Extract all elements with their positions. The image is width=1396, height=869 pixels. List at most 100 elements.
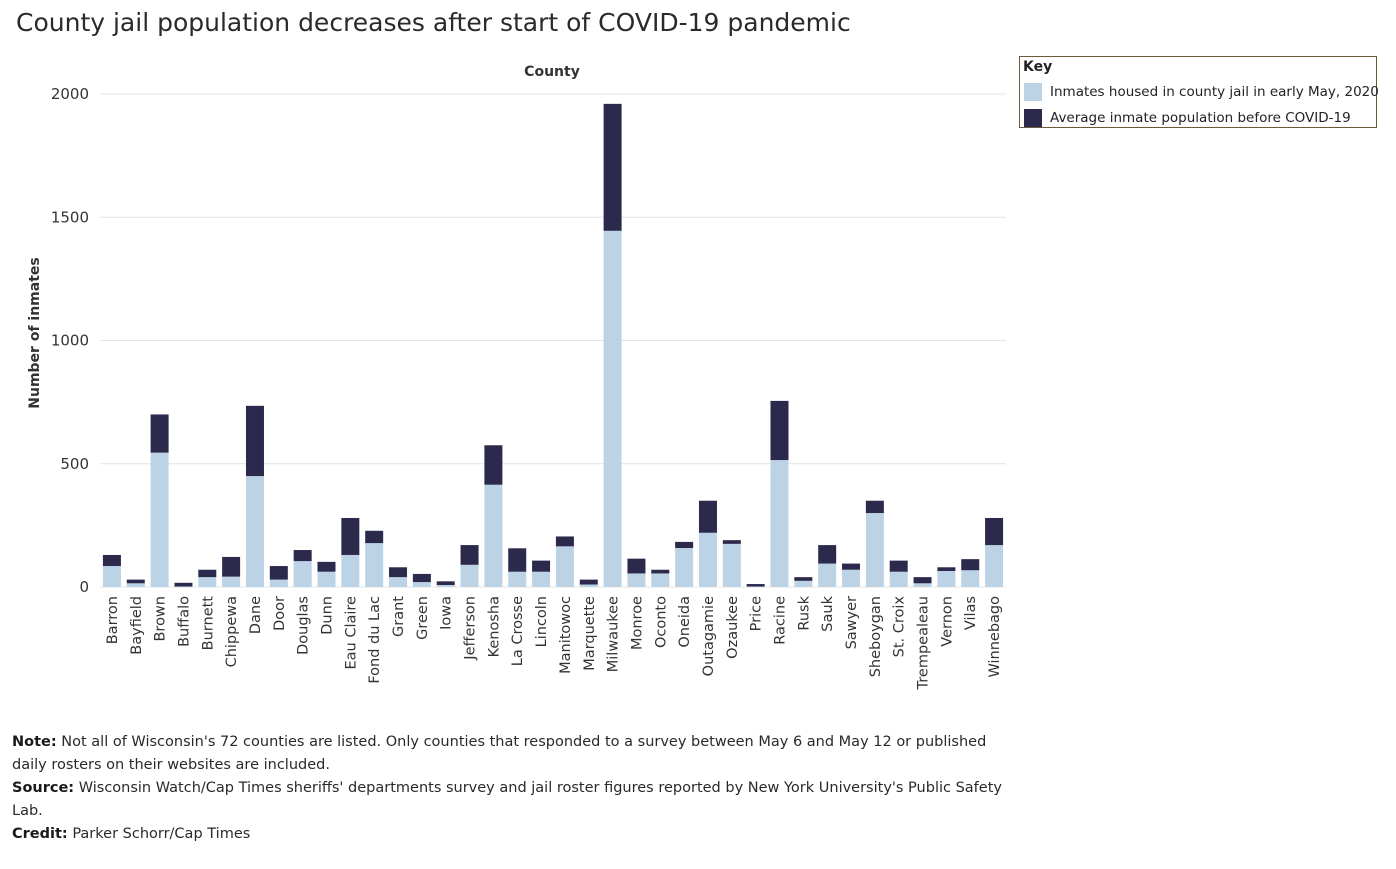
bar-may-2020-eau-claire <box>341 554 360 587</box>
x-tick-label-burnett: Burnett <box>200 596 216 651</box>
bar-pre-covid-manitowoc <box>555 536 574 547</box>
bar-may-2020-oconto <box>651 573 670 587</box>
bar-pre-covid-jefferson <box>460 545 479 565</box>
bar-pre-covid-bayfield <box>126 579 145 584</box>
bar-may-2020-fond-du-lac <box>365 543 384 587</box>
legend-title: Key <box>1023 59 1053 75</box>
legend-label-pre-covid: Average inmate population before COVID-1… <box>1050 110 1351 126</box>
bar-pre-covid-eau-claire <box>341 517 360 555</box>
credit-label: Credit: <box>12 826 68 842</box>
bar-pre-covid-winnebago <box>985 517 1004 546</box>
x-tick-label-monroe: Monroe <box>629 596 645 650</box>
x-tick-label-dane: Dane <box>248 596 264 634</box>
bar-may-2020-dunn <box>317 571 336 587</box>
bar-may-2020-la-crosse <box>508 571 527 587</box>
bar-pre-covid-vilas <box>961 559 980 571</box>
bar-may-2020-trempealeau <box>913 583 932 587</box>
bar-pre-covid-sheboygan <box>865 500 884 514</box>
bar-may-2020-barron <box>102 566 121 587</box>
bar-may-2020-winnebago <box>985 545 1004 587</box>
x-tick-label-chippewa: Chippewa <box>224 596 240 667</box>
x-tick-label-jefferson: Jefferson <box>463 596 479 661</box>
x-tick-label-sheboygan: Sheboygan <box>868 596 884 677</box>
bar-may-2020-monroe <box>627 573 646 587</box>
bar-pre-covid-grant <box>389 567 408 578</box>
bar-may-2020-green <box>412 582 431 587</box>
source-text: Wisconsin Watch/Cap Times sheriffs' depa… <box>12 780 1002 819</box>
x-tick-label-milwaukee: Milwaukee <box>606 596 622 672</box>
note-label: Note: <box>12 734 57 750</box>
x-tick-label-la-crosse: La Crosse <box>510 596 526 666</box>
bar-pre-covid-sawyer <box>842 563 861 570</box>
bar-pre-covid-milwaukee <box>603 103 622 231</box>
bar-may-2020-bayfield <box>126 583 145 587</box>
x-tick-label-marquette: Marquette <box>582 596 598 671</box>
bar-may-2020-sawyer <box>842 569 861 587</box>
legend-item-may-2020: Inmates housed in county jail in early M… <box>1024 81 1379 103</box>
bar-may-2020-vernon <box>937 570 956 587</box>
bar-may-2020-sheboygan <box>865 513 884 587</box>
x-tick-label-racine: Racine <box>773 596 789 645</box>
bar-pre-covid-dane <box>245 405 264 477</box>
x-tick-label-price: Price <box>749 596 765 631</box>
bar-may-2020-sauk <box>818 563 837 587</box>
x-tick-label-vernon: Vernon <box>939 596 955 647</box>
bar-may-2020-marquette <box>579 584 598 587</box>
bar-may-2020-douglas <box>293 561 312 587</box>
x-tick-label-kenosha: Kenosha <box>486 596 502 657</box>
bar-pre-covid-fond-du-lac <box>365 530 384 544</box>
bar-may-2020-ozaukee <box>722 543 741 587</box>
bar-pre-covid-douglas <box>293 550 312 562</box>
bar-pre-covid-outagamie <box>698 500 717 533</box>
bar-pre-covid-oneida <box>675 541 694 549</box>
y-tick-label-1000: 1000 <box>51 332 89 350</box>
note-text: Not all of Wisconsin's 72 counties are l… <box>12 734 987 773</box>
y-tick-label-2000: 2000 <box>51 85 89 103</box>
x-tick-label-bayfield: Bayfield <box>129 596 145 655</box>
y-axis-title: Number of inmates <box>27 257 43 408</box>
y-tick-label-0: 0 <box>79 578 89 596</box>
x-tick-label-lincoln: Lincoln <box>534 596 550 647</box>
x-tick-label-buffalo: Buffalo <box>176 596 192 647</box>
bar-may-2020-st-croix <box>889 571 908 587</box>
x-tick-label-fond-du-lac: Fond du Lac <box>367 596 383 684</box>
bar-pre-covid-barron <box>102 554 121 567</box>
x-tick-label-outagamie: Outagamie <box>701 596 717 676</box>
bar-pre-covid-door <box>269 566 288 580</box>
bar-pre-covid-iowa <box>436 581 455 586</box>
bar-may-2020-racine <box>770 460 789 587</box>
x-tick-label-st-croix: St. Croix <box>892 596 908 658</box>
bar-pre-covid-racine <box>770 400 789 461</box>
x-tick-label-barron: Barron <box>105 596 121 644</box>
bar-pre-covid-ozaukee <box>722 540 741 544</box>
x-tick-label-trempealeau: Trempealeau <box>916 596 932 690</box>
bar-may-2020-lincoln <box>532 571 551 587</box>
legend-item-pre-covid: Average inmate population before COVID-1… <box>1024 107 1351 129</box>
x-tick-label-sawyer: Sawyer <box>844 596 860 649</box>
bar-may-2020-jefferson <box>460 564 479 587</box>
bar-pre-covid-monroe <box>627 558 646 574</box>
x-axis-ticks: Barron Bayfield Brown Buffalo Burnett Chippew… <box>105 595 1003 690</box>
bar-pre-covid-lincoln <box>532 560 551 572</box>
chart-title: County jail population decreases after s… <box>16 8 851 37</box>
bar-may-2020-door <box>269 579 288 587</box>
bar-may-2020-brown <box>150 452 169 587</box>
bar-pre-covid-oconto <box>651 569 670 574</box>
y-axis-ticks: 0 500 1000 1500 2000 <box>51 85 89 596</box>
legend: Key Inmates housed in county jail in ear… <box>1019 56 1379 129</box>
y-tick-label-500: 500 <box>60 455 89 473</box>
bar-pre-covid-sauk <box>818 545 837 564</box>
x-tick-label-eau-claire: Eau Claire <box>343 596 359 670</box>
bar-may-2020-dane <box>245 476 264 587</box>
x-axis-title: County <box>524 64 580 80</box>
x-tick-label-douglas: Douglas <box>296 596 312 655</box>
x-tick-label-vilas: Vilas <box>963 596 979 630</box>
credit: Credit: Parker Schorr/Cap Times <box>12 823 1002 846</box>
x-tick-label-brown: Brown <box>153 596 169 642</box>
bar-may-2020-burnett <box>198 577 217 587</box>
bar-may-2020-outagamie <box>698 532 717 587</box>
legend-label-may-2020: Inmates housed in county jail in early M… <box>1050 84 1379 100</box>
x-tick-label-door: Door <box>272 596 288 631</box>
bars <box>102 103 1004 587</box>
source-label: Source: <box>12 780 75 796</box>
